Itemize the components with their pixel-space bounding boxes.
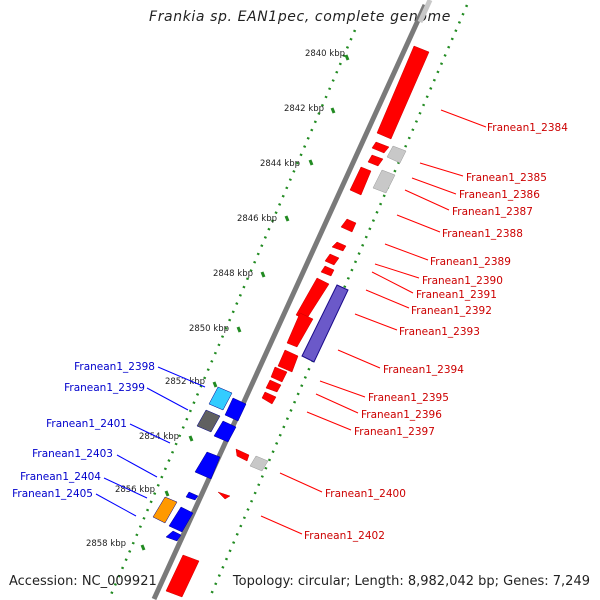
- gene-franean1-2397: [261, 391, 277, 405]
- gene-franean1-2385: [371, 141, 390, 154]
- label-franean1-2384: Franean1_2384: [487, 122, 568, 134]
- gene-franean1-2387: [349, 166, 372, 196]
- label-franean1-2402: Franean1_2402: [304, 530, 385, 542]
- label-franean1-2397: Franean1_2397: [354, 426, 435, 438]
- tick-mark-2848: [260, 271, 266, 278]
- gene-franean1-2404: [185, 491, 199, 501]
- gene-franean1-2395: [270, 366, 288, 383]
- label-franean1-2404: Franean1_2404: [20, 471, 101, 483]
- accession-text: Accession: NC_009921: [9, 574, 157, 589]
- gene-franean1-2400: [235, 448, 250, 462]
- label-franean1-2393: Franean1_2393: [399, 326, 480, 338]
- outer-dotted-track: [108, 29, 357, 598]
- label-franean1-2387: Franean1_2387: [452, 206, 533, 218]
- tick-mark-2840: [344, 54, 350, 61]
- tick-mark-2844: [308, 159, 314, 166]
- tick-label-2854: 2854 kbp: [139, 432, 179, 442]
- gene-franean1-2386: [367, 154, 384, 167]
- gene-franean1-2398: [208, 386, 233, 411]
- tick-marks: [140, 54, 350, 551]
- label-franean1-2389: Franean1_2389: [430, 256, 511, 268]
- tick-mark-2854: [188, 435, 194, 442]
- tick-mark-2856: [164, 490, 170, 497]
- tick-label-2848: 2848 kbp: [213, 269, 253, 279]
- label-franean1-2385: Franean1_2385: [466, 172, 547, 184]
- label-franean1-2403: Franean1_2403: [32, 448, 113, 460]
- tick-label-2852: 2852 kbp: [165, 377, 205, 387]
- gene-franean1-2396: [265, 379, 282, 393]
- gene-franean1-2393: [286, 312, 314, 348]
- gene-franean1-2391: [320, 265, 335, 277]
- gene-franean1-2405c: [165, 530, 182, 542]
- topology-text: Topology: circular; Length: 8,982,042 bp…: [232, 574, 590, 589]
- gene-franean1-2399: [196, 409, 221, 433]
- tick-mark-2850: [236, 326, 242, 333]
- tick-mark-2852: [212, 381, 218, 388]
- label-franean1-2398: Franean1_2398: [74, 361, 155, 373]
- gene-franean1-2402: [217, 491, 231, 500]
- tick-mark-2858: [140, 544, 146, 551]
- label-franean1-2396: Franean1_2396: [361, 409, 442, 421]
- gene-franean1-2405b: [168, 506, 194, 533]
- tick-mark-2842: [330, 107, 336, 114]
- tick-label-2850: 2850 kbp: [189, 324, 229, 334]
- backbone-light-segment: [417, 0, 433, 24]
- forward-callouts: [260, 109, 487, 535]
- tick-mark-2846: [284, 215, 290, 222]
- gene-franean1-2405: [152, 496, 178, 524]
- gene-grey-2: [372, 169, 396, 194]
- label-franean1-2388: Franean1_2388: [442, 228, 523, 240]
- label-franean1-2401: Franean1_2401: [46, 418, 127, 430]
- gene-highlight-blue: [301, 284, 349, 363]
- gene-franean1-2403: [194, 451, 221, 480]
- label-franean1-2391: Franean1_2391: [416, 289, 497, 301]
- gene-franean1-2388: [340, 218, 357, 233]
- tick-label-2856: 2856 kbp: [115, 485, 155, 495]
- tick-label-2842: 2842 kbp: [284, 104, 324, 114]
- label-franean1-2395: Franean1_2395: [368, 392, 449, 404]
- gene-franean1-2394: [277, 349, 299, 373]
- gene-franean1-2398b: [224, 397, 247, 422]
- label-franean1-2399: Franean1_2399: [64, 382, 145, 394]
- tick-label-2846: 2846 kbp: [237, 214, 277, 224]
- gene-franean1-2389: [331, 241, 347, 252]
- map-title: Frankia sp. EAN1pec, complete genome: [149, 9, 451, 25]
- reverse-genes: [152, 386, 247, 542]
- label-franean1-2390: Franean1_2390: [422, 275, 503, 287]
- forward-genes: [165, 45, 430, 598]
- gene-franean1-2384: [376, 45, 430, 140]
- gene-grey-3: [249, 455, 269, 472]
- gene-franean1-2390: [324, 253, 340, 266]
- gene-unlabeled-bottom: [165, 554, 200, 598]
- tick-label-2840: 2840 kbp: [305, 49, 345, 59]
- label-franean1-2386: Franean1_2386: [459, 189, 540, 201]
- label-franean1-2394: Franean1_2394: [383, 364, 464, 376]
- gene-franean1-2401: [213, 420, 237, 443]
- genome-backbone: [151, 3, 428, 600]
- tick-label-2858: 2858 kbp: [86, 539, 126, 549]
- reverse-callouts: [95, 366, 206, 517]
- label-franean1-2392: Franean1_2392: [411, 305, 492, 317]
- tick-label-2844: 2844 kbp: [260, 159, 300, 169]
- label-franean1-2400: Franean1_2400: [325, 488, 406, 500]
- label-franean1-2405: Franean1_2405: [12, 488, 93, 500]
- gene-grey-1: [386, 145, 407, 164]
